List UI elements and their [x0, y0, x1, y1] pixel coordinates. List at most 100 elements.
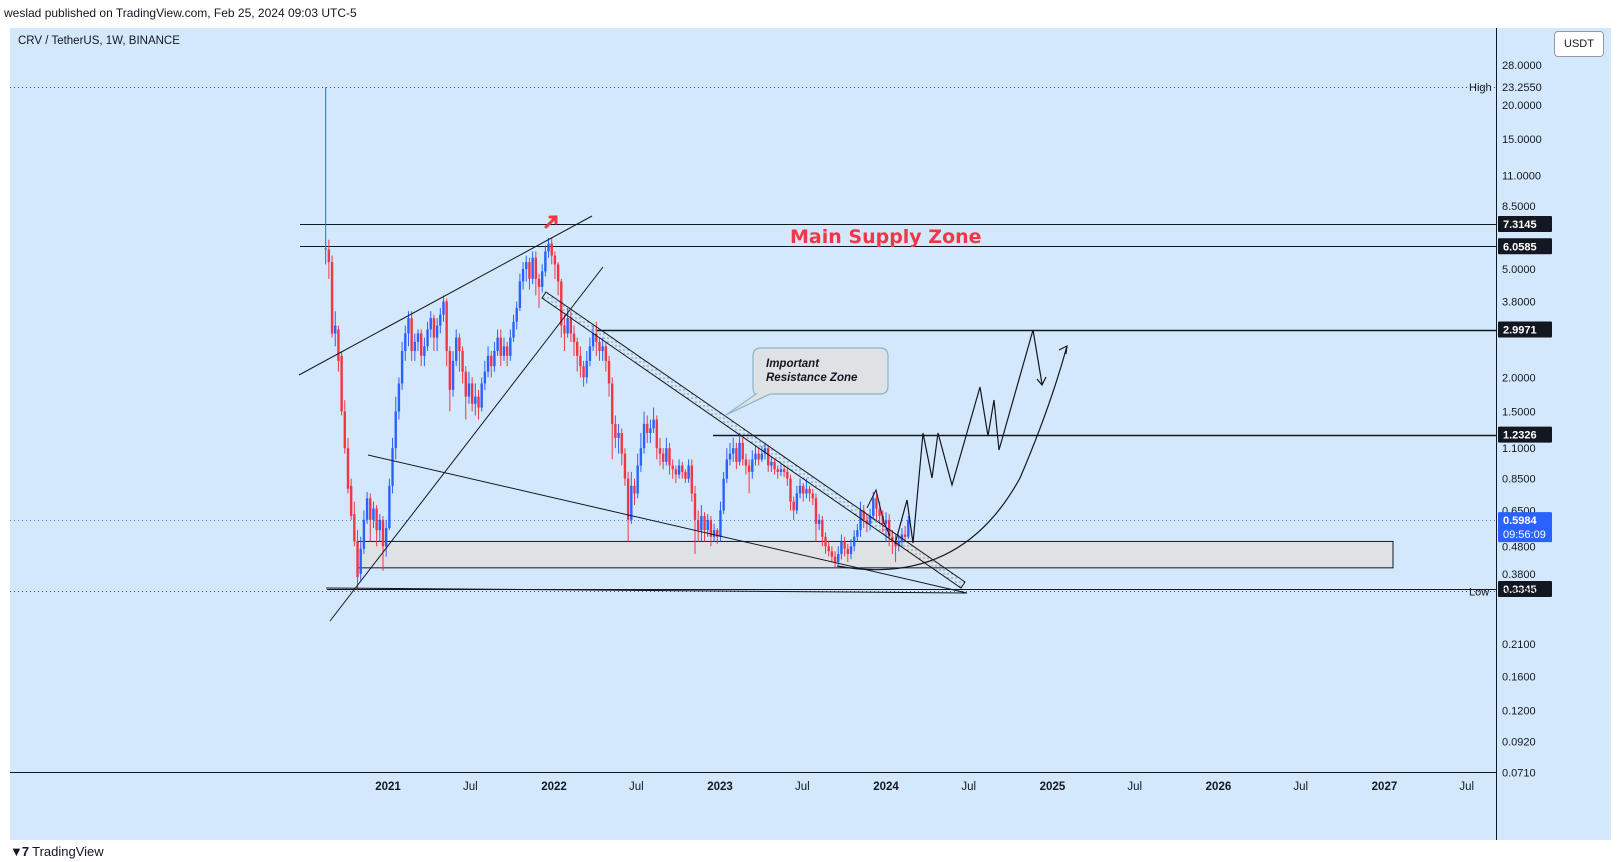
- candle-body: [630, 485, 633, 520]
- candle-body: [483, 371, 487, 384]
- candle-body: [722, 478, 725, 511]
- y-tick-label: 0.4800: [1502, 541, 1536, 553]
- candle-body: [353, 514, 356, 542]
- x-tick-label: Jul: [961, 781, 976, 793]
- candle-body: [388, 485, 391, 529]
- price-label-text: 7.3145: [1503, 219, 1537, 231]
- candle-body: [808, 488, 811, 494]
- candle-body: [591, 333, 595, 347]
- candle-body: [490, 355, 493, 367]
- candle-body: [349, 485, 353, 516]
- candle-body: [566, 318, 569, 334]
- candle-body: [337, 329, 340, 361]
- candle-body: [531, 257, 534, 279]
- candle-body: [671, 465, 674, 470]
- candle-body: [518, 281, 522, 308]
- candle-body: [754, 453, 757, 460]
- candle-body: [700, 515, 703, 531]
- candle-body: [626, 478, 630, 520]
- candle-body: [359, 548, 362, 574]
- y-tick-label: 3.8000: [1502, 296, 1536, 308]
- candle-body: [585, 360, 588, 378]
- y-tick-label: 0.3800: [1502, 569, 1536, 581]
- price-label-text: 0.5984: [1503, 515, 1538, 527]
- candle-body: [470, 383, 474, 404]
- candle-body: [575, 341, 579, 356]
- candle-body: [461, 351, 464, 372]
- candle-body: [789, 478, 792, 502]
- candle-body: [499, 337, 502, 356]
- candle-body: [767, 448, 770, 466]
- price-countdown-text: 09:56:09: [1503, 529, 1546, 541]
- candle-body: [798, 485, 802, 494]
- candle-body: [903, 534, 907, 537]
- candle-body: [423, 346, 426, 356]
- candle-body: [811, 493, 814, 499]
- y-tick-label: 0.8500: [1502, 474, 1536, 486]
- candle-body: [334, 325, 337, 334]
- candle-body: [365, 498, 369, 520]
- candle-body: [614, 423, 617, 438]
- candle-body: [884, 519, 888, 524]
- candle-body: [658, 448, 662, 454]
- y-tick-label: 2.0000: [1502, 372, 1536, 384]
- candle-body: [579, 355, 582, 367]
- candle-body: [553, 255, 557, 265]
- candle-body: [404, 333, 407, 352]
- candle-body: [760, 453, 764, 460]
- candle-body: [852, 536, 856, 547]
- callout-text: Important: [766, 358, 820, 370]
- candle-body: [496, 337, 499, 352]
- candle-body: [324, 248, 327, 250]
- candle-body: [786, 471, 789, 479]
- callout-bubble: [725, 347, 889, 416]
- candle-body: [540, 271, 544, 287]
- x-tick-label: Jul: [629, 781, 644, 793]
- y-tick-label: 28.0000: [1502, 60, 1542, 72]
- candle-body: [824, 536, 827, 547]
- candle-body: [534, 257, 538, 279]
- candle-body: [633, 485, 636, 494]
- y-tick-label: 5.0000: [1502, 264, 1536, 276]
- candle-body: [604, 346, 608, 361]
- chart-panel[interactable]: Main Supply Zone Important Resistance Zone…: [10, 28, 1611, 840]
- candle-body: [416, 333, 420, 342]
- candle-body: [617, 433, 620, 438]
- price-chart[interactable]: Main Supply Zone Important Resistance Zone…: [10, 28, 1611, 840]
- brand-name: TradingView: [32, 843, 104, 859]
- candle-body: [712, 530, 716, 537]
- high-label: High: [1469, 82, 1492, 94]
- drawings-layer: Main Supply Zone Important Resistance Zone: [298, 215, 1068, 622]
- candle-body: [875, 498, 878, 509]
- candle-body: [856, 530, 859, 537]
- candle-body: [521, 269, 525, 282]
- candle-body: [735, 448, 738, 462]
- candle-body: [391, 448, 394, 486]
- candle-body: [394, 411, 397, 449]
- candle-body: [744, 459, 748, 466]
- low-value: 0.3280: [1502, 586, 1536, 598]
- candle-body: [709, 519, 713, 537]
- candle-body: [649, 428, 652, 434]
- footer-brand[interactable]: ▼7 TradingView: [10, 840, 104, 862]
- candle-body: [445, 301, 448, 352]
- y-tick-label: 0.1200: [1502, 705, 1536, 717]
- candles-layer: [324, 87, 910, 591]
- candle-body: [375, 508, 378, 531]
- candle-body: [327, 249, 331, 263]
- x-tick-label: 2025: [1040, 781, 1066, 793]
- candle-body: [330, 262, 334, 334]
- projected-path: [894, 329, 1043, 545]
- candle-body: [458, 337, 461, 352]
- candle-body: [639, 448, 643, 466]
- price-label-box: [1498, 581, 1552, 597]
- symbol-info[interactable]: CRV / TetherUS, 1W, BINANCE: [18, 35, 180, 47]
- candle-body: [728, 453, 732, 460]
- candle-body: [636, 465, 639, 494]
- candle-body: [397, 383, 401, 412]
- candle-body: [833, 556, 837, 563]
- candle-body: [655, 419, 658, 449]
- candle-body: [661, 453, 665, 462]
- y-tick-label: 15.0000: [1502, 134, 1542, 146]
- currency-selector[interactable]: USDT: [1554, 31, 1604, 57]
